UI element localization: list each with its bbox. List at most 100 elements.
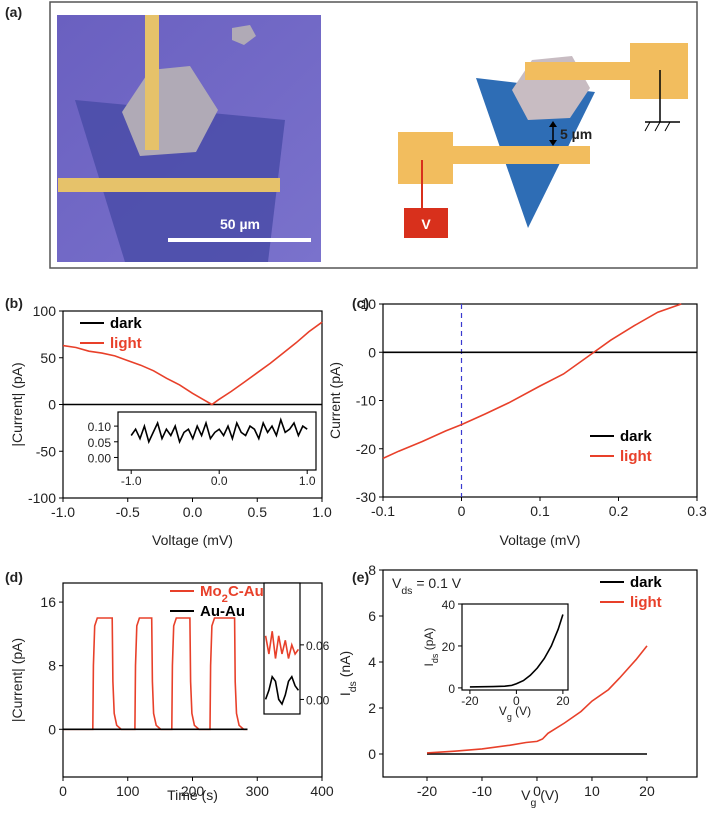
x-tick-label: -10 <box>472 783 492 799</box>
x-tick-label: 300 <box>246 783 270 799</box>
y-tick-label: 4 <box>368 654 376 670</box>
y-tick-label: -30 <box>356 489 376 505</box>
legend-label: Mo2C-Au <box>200 583 264 605</box>
y-tick-label: 40 <box>442 598 456 612</box>
legend-label: light <box>620 448 652 465</box>
y-axis-label-part: (pA) <box>422 628 436 654</box>
x-tick-label: -20 <box>461 694 479 708</box>
plot-frame <box>382 303 698 498</box>
scale-bar <box>168 238 311 242</box>
legend-label: light <box>630 594 662 611</box>
x-tick-label: 10 <box>584 783 600 799</box>
data-line <box>469 614 564 688</box>
spacing-label: 5 µm <box>560 126 592 142</box>
y-tick-label: 2 <box>368 700 376 716</box>
x-tick-label: -0.1 <box>371 503 395 519</box>
data-line <box>62 321 323 406</box>
panel-frame <box>49 1 698 269</box>
y-tick-label: 20 <box>442 640 456 654</box>
y-tick-label: -100 <box>28 490 56 506</box>
pad <box>398 132 453 184</box>
x-tick-label: 0.0 <box>211 474 228 488</box>
y-tick-label: 0 <box>368 746 376 762</box>
y-axis-label: Ids (pA) <box>422 628 440 667</box>
y-tick-label: -10 <box>356 393 376 409</box>
panel-label: (d) <box>5 569 23 585</box>
y-tick-label: 0.00 <box>306 693 330 707</box>
annotation-part: = 0.1 V <box>412 575 461 591</box>
y-axis-label-part: ds <box>430 653 440 663</box>
annotation: Vds = 0.1 V <box>392 575 462 597</box>
x-axis-label: Vg (V) <box>521 787 559 809</box>
y-axis-label: |Current| (pA) <box>9 362 25 446</box>
data-line <box>264 631 300 659</box>
ground <box>644 121 651 132</box>
source-box <box>404 208 448 238</box>
legend-label: light <box>110 335 142 352</box>
x-tick-label: 0.0 <box>183 504 203 520</box>
arrow-head <box>549 140 557 146</box>
plot-frame <box>117 411 317 471</box>
x-tick-label: 100 <box>116 783 140 799</box>
y-tick-label: 100 <box>33 303 57 319</box>
x-tick-label: 0.5 <box>248 504 268 520</box>
legend-label: Au-Au <box>200 603 245 620</box>
scale-label: 50 µm <box>220 216 260 232</box>
y-axis-label-part: I <box>337 692 353 696</box>
x-tick-label: -1.0 <box>51 504 75 520</box>
panel-label: (e) <box>352 569 369 585</box>
panel-label: (c) <box>352 295 369 311</box>
x-axis-label-part: g <box>507 712 512 722</box>
legend-label-part: Au-Au <box>200 603 245 620</box>
y-tick-label: 50 <box>40 350 56 366</box>
y-axis-label: |Current| (pA) <box>9 638 25 722</box>
y-tick-label: 0.06 <box>306 639 330 653</box>
x-axis-label-part: (V) <box>512 704 531 718</box>
x-tick-label: 400 <box>310 783 334 799</box>
plot-frame <box>461 603 569 691</box>
x-tick-label: 1.0 <box>299 474 316 488</box>
x-tick-label: 0.3 <box>687 503 707 519</box>
legend-label: dark <box>620 428 652 445</box>
x-tick-label: 1.0 <box>312 504 332 520</box>
x-tick-label: 20 <box>639 783 655 799</box>
y-tick-label: 10 <box>360 296 376 312</box>
y-tick-label: 0 <box>448 682 455 696</box>
x-axis-label-part: V <box>521 787 531 803</box>
x-axis-label-part: g <box>530 797 536 809</box>
y-tick-label: 8 <box>368 562 376 578</box>
annotation-part: V <box>392 575 402 591</box>
legend-label: dark <box>630 574 662 591</box>
y-tick-label: 0 <box>368 344 376 360</box>
y-tick-label: -20 <box>356 441 376 457</box>
y-tick-label: 8 <box>48 658 56 674</box>
legend-label: dark <box>110 315 142 332</box>
y-axis-label-part: I <box>422 663 436 666</box>
y-tick-label: 0.10 <box>88 420 112 434</box>
y-tick-label: 0 <box>48 397 56 413</box>
pad <box>630 43 688 99</box>
annotation-part: ds <box>401 585 412 597</box>
y-tick-label: 16 <box>40 594 56 610</box>
x-axis-label-part: V <box>499 704 507 718</box>
data-line <box>382 303 682 460</box>
y-tick-label: 0.00 <box>88 451 112 465</box>
y-axis-label-part: (nA) <box>337 651 353 681</box>
x-tick-label: 0 <box>513 694 520 708</box>
x-axis-label: Voltage (mV) <box>500 532 581 548</box>
y-axis-label-part: ds <box>347 681 359 692</box>
data-line <box>264 674 300 706</box>
y-tick-label: 0 <box>48 721 56 737</box>
x-tick-label: -20 <box>417 783 437 799</box>
y-tick-label: 0.05 <box>88 436 112 450</box>
electrode <box>145 15 159 150</box>
panel-a: (a) 50 µm V 5 µm <box>5 1 698 269</box>
x-tick-label: 0 <box>59 783 67 799</box>
legend-label-part: 2 <box>222 593 228 605</box>
source-label: V <box>421 216 431 232</box>
electrode <box>450 146 590 164</box>
legend-label-part: C-Au <box>228 583 264 600</box>
ground <box>664 121 671 132</box>
electrode <box>58 178 280 192</box>
